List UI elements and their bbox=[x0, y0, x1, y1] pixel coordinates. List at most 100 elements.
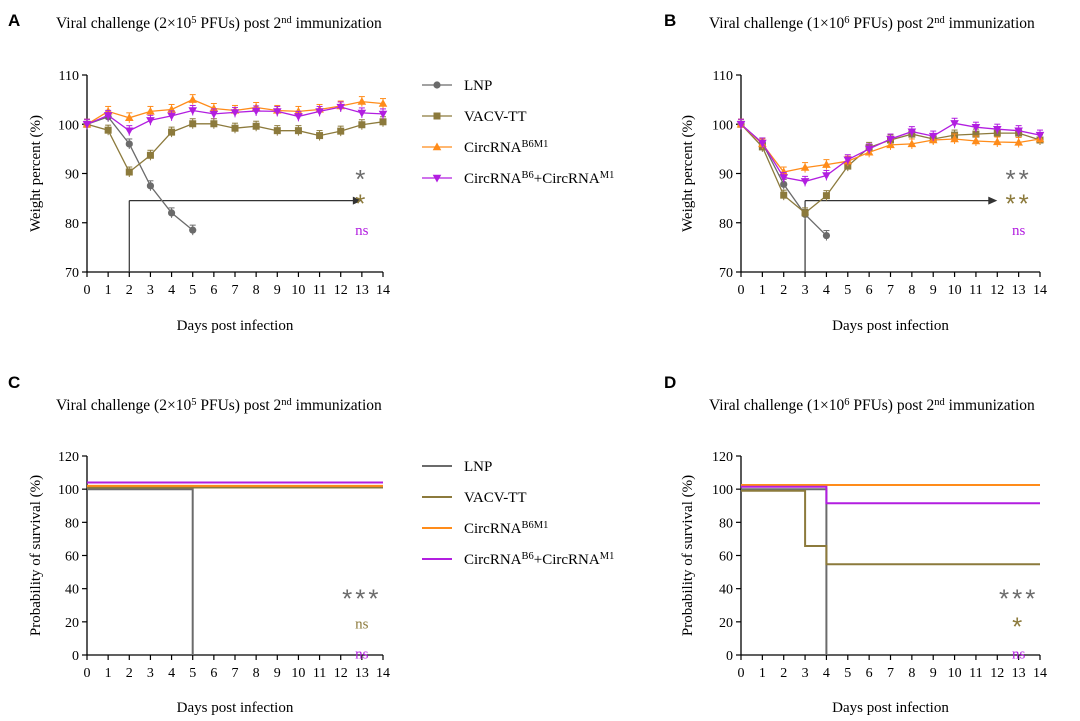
chart-title: Viral challenge (1×106 PFUs) post 2nd im… bbox=[709, 397, 1035, 415]
x-tick-label: 2 bbox=[780, 666, 787, 681]
x-tick-label: 2 bbox=[780, 283, 787, 298]
survival-line-lnp bbox=[87, 488, 194, 655]
x-tick-label: 10 bbox=[291, 283, 305, 298]
data-point bbox=[1035, 131, 1045, 140]
data-point bbox=[209, 103, 219, 112]
significance-label: * bbox=[355, 189, 368, 219]
data-point bbox=[82, 121, 92, 129]
data-point bbox=[928, 132, 938, 141]
panel-d-survival-chart: Viral challenge (1×106 PFUs) post 2nd im… bbox=[680, 397, 1047, 717]
title-text: Viral challenge (1×10 bbox=[709, 397, 844, 414]
survival-line-lnp bbox=[741, 488, 828, 655]
legend-superscript: B6M1 bbox=[522, 520, 549, 531]
data-point bbox=[864, 145, 874, 154]
panel-a-weight-chart: Viral challenge (2×105 PFUs) post 2nd im… bbox=[28, 15, 390, 335]
x-axis-label: Days post infection bbox=[832, 318, 949, 334]
significance-label: * bbox=[355, 164, 368, 194]
significance-label: *** bbox=[342, 583, 381, 613]
legend-superscript: M1 bbox=[600, 551, 615, 562]
data-point bbox=[273, 127, 281, 135]
data-point bbox=[188, 95, 198, 103]
legend-text: VACV-TT bbox=[464, 490, 527, 506]
x-tick-label: 13 bbox=[355, 666, 369, 681]
legend-marker bbox=[432, 174, 442, 183]
y-tick-label: 100 bbox=[712, 118, 733, 133]
x-tick-label: 1 bbox=[105, 666, 112, 681]
legend-marker bbox=[433, 81, 441, 89]
legend-text: LNP bbox=[464, 78, 492, 94]
title-superscript: 6 bbox=[844, 397, 849, 408]
x-tick-label: 9 bbox=[274, 666, 281, 681]
panel-letter-c: C bbox=[8, 373, 20, 392]
y-tick-label: 40 bbox=[719, 583, 733, 598]
x-tick-label: 14 bbox=[1033, 283, 1047, 298]
title-text: PFUs) post 2 bbox=[196, 397, 281, 414]
data-point bbox=[822, 160, 831, 168]
x-tick-label: 10 bbox=[291, 666, 305, 681]
x-tick-label: 3 bbox=[147, 666, 154, 681]
data-point bbox=[104, 126, 112, 134]
y-tick-label: 60 bbox=[65, 550, 79, 565]
title-superscript: nd bbox=[934, 15, 945, 26]
title-text: PFUs) post 2 bbox=[196, 15, 281, 32]
significance-label: ns bbox=[1012, 646, 1026, 662]
y-axis-label: Probability of survival (%) bbox=[680, 475, 696, 636]
x-tick-label: 0 bbox=[738, 666, 745, 681]
significance-label: ns bbox=[1012, 223, 1026, 239]
y-tick-label: 100 bbox=[58, 118, 79, 133]
data-point bbox=[950, 120, 959, 128]
data-point bbox=[357, 109, 367, 118]
data-point bbox=[800, 178, 810, 186]
data-point bbox=[950, 134, 959, 143]
legend-label: CircRNAB6M1 bbox=[464, 520, 548, 538]
title-text: immunization bbox=[292, 397, 382, 414]
x-tick-label: 14 bbox=[376, 666, 390, 681]
y-tick-label: 110 bbox=[59, 69, 79, 84]
x-tick-label: 9 bbox=[930, 283, 937, 298]
data-point bbox=[1014, 137, 1023, 146]
x-tick-label: 0 bbox=[84, 666, 91, 681]
x-tick-label: 4 bbox=[168, 283, 175, 298]
title-superscript: nd bbox=[281, 15, 292, 26]
data-point bbox=[189, 120, 197, 128]
y-tick-label: 120 bbox=[712, 450, 733, 465]
title-text: PFUs) post 2 bbox=[849, 15, 934, 32]
x-tick-label: 0 bbox=[738, 283, 745, 298]
legend-text: CircRNA bbox=[464, 171, 522, 187]
y-tick-label: 60 bbox=[719, 550, 733, 565]
x-tick-label: 5 bbox=[844, 666, 851, 681]
legend-superscript: B6 bbox=[522, 551, 534, 562]
x-tick-label: 4 bbox=[823, 283, 830, 298]
data-point bbox=[315, 108, 324, 116]
legend-text: CircRNA bbox=[464, 140, 522, 156]
x-tick-label: 1 bbox=[759, 283, 766, 298]
y-tick-label: 20 bbox=[719, 616, 733, 631]
panel-c-survival-chart: Viral challenge (2×105 PFUs) post 2nd im… bbox=[28, 397, 390, 717]
x-tick-label: 5 bbox=[189, 283, 196, 298]
data-point bbox=[758, 139, 767, 148]
chart-title: Viral challenge (2×105 PFUs) post 2nd im… bbox=[56, 15, 382, 33]
data-point bbox=[294, 127, 302, 135]
data-point bbox=[972, 130, 980, 138]
data-point bbox=[779, 174, 789, 182]
x-tick-label: 7 bbox=[887, 283, 894, 298]
data-point bbox=[146, 151, 154, 159]
y-tick-label: 40 bbox=[65, 583, 79, 598]
data-point bbox=[124, 113, 134, 122]
x-tick-label: 5 bbox=[189, 666, 196, 681]
x-tick-label: 12 bbox=[334, 283, 348, 298]
x-tick-label: 1 bbox=[105, 283, 112, 298]
x-tick-label: 12 bbox=[990, 283, 1004, 298]
data-point bbox=[167, 112, 176, 121]
data-point bbox=[886, 135, 895, 144]
chart-title: Viral challenge (2×105 PFUs) post 2nd im… bbox=[56, 397, 382, 415]
x-tick-label: 12 bbox=[334, 666, 348, 681]
panel-letter-d: D bbox=[664, 373, 676, 392]
x-tick-label: 8 bbox=[908, 666, 915, 681]
significance-label: ns bbox=[355, 223, 369, 239]
title-superscript: 5 bbox=[191, 15, 196, 26]
title-superscript: 5 bbox=[191, 397, 196, 408]
data-point bbox=[103, 112, 113, 120]
x-tick-label: 9 bbox=[274, 283, 281, 298]
